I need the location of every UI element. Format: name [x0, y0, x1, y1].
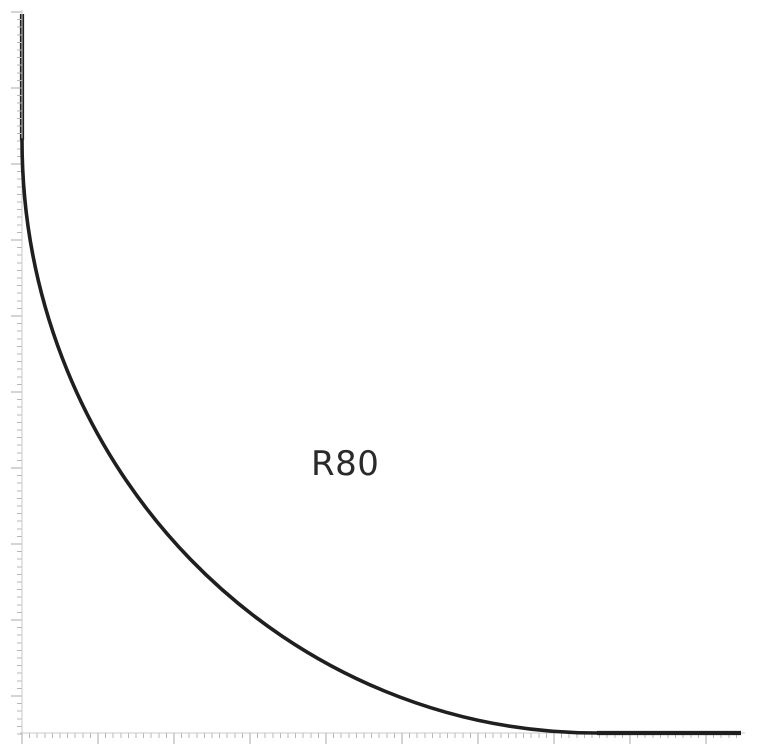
fillet-arc [20, 138, 599, 735]
left-ruler [11, 10, 23, 735]
bottom-ruler [20, 732, 745, 744]
radius-label: R80 [311, 444, 380, 484]
